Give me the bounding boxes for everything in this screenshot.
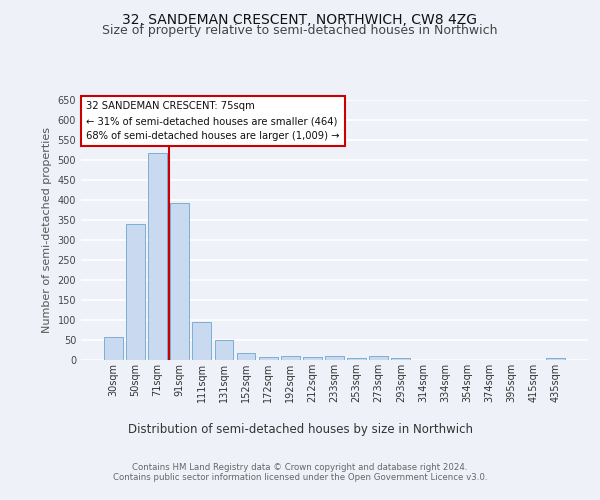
Bar: [193, 322, 211, 360]
Bar: [148, 153, 167, 360]
Bar: [170, 203, 189, 360]
Text: 32, SANDEMAN CRESCENT, NORTHWICH, CW8 4ZG: 32, SANDEMAN CRESCENT, NORTHWICH, CW8 4Z…: [122, 12, 478, 26]
Bar: [546, 358, 565, 360]
Bar: [325, 356, 344, 360]
Bar: [391, 358, 410, 360]
Text: Distribution of semi-detached houses by size in Northwich: Distribution of semi-detached houses by …: [128, 422, 473, 436]
Bar: [236, 353, 256, 360]
Bar: [347, 358, 366, 360]
Y-axis label: Number of semi-detached properties: Number of semi-detached properties: [42, 127, 52, 333]
Text: Contains public sector information licensed under the Open Government Licence v3: Contains public sector information licen…: [113, 472, 487, 482]
Bar: [281, 356, 299, 360]
Text: Contains HM Land Registry data © Crown copyright and database right 2024.: Contains HM Land Registry data © Crown c…: [132, 462, 468, 471]
Text: 32 SANDEMAN CRESCENT: 75sqm
← 31% of semi-detached houses are smaller (464)
68% : 32 SANDEMAN CRESCENT: 75sqm ← 31% of sem…: [86, 102, 340, 141]
Bar: [303, 357, 322, 360]
Bar: [259, 357, 278, 360]
Bar: [126, 224, 145, 360]
Bar: [104, 337, 123, 360]
Bar: [215, 340, 233, 360]
Bar: [370, 356, 388, 360]
Text: Size of property relative to semi-detached houses in Northwich: Size of property relative to semi-detach…: [102, 24, 498, 37]
